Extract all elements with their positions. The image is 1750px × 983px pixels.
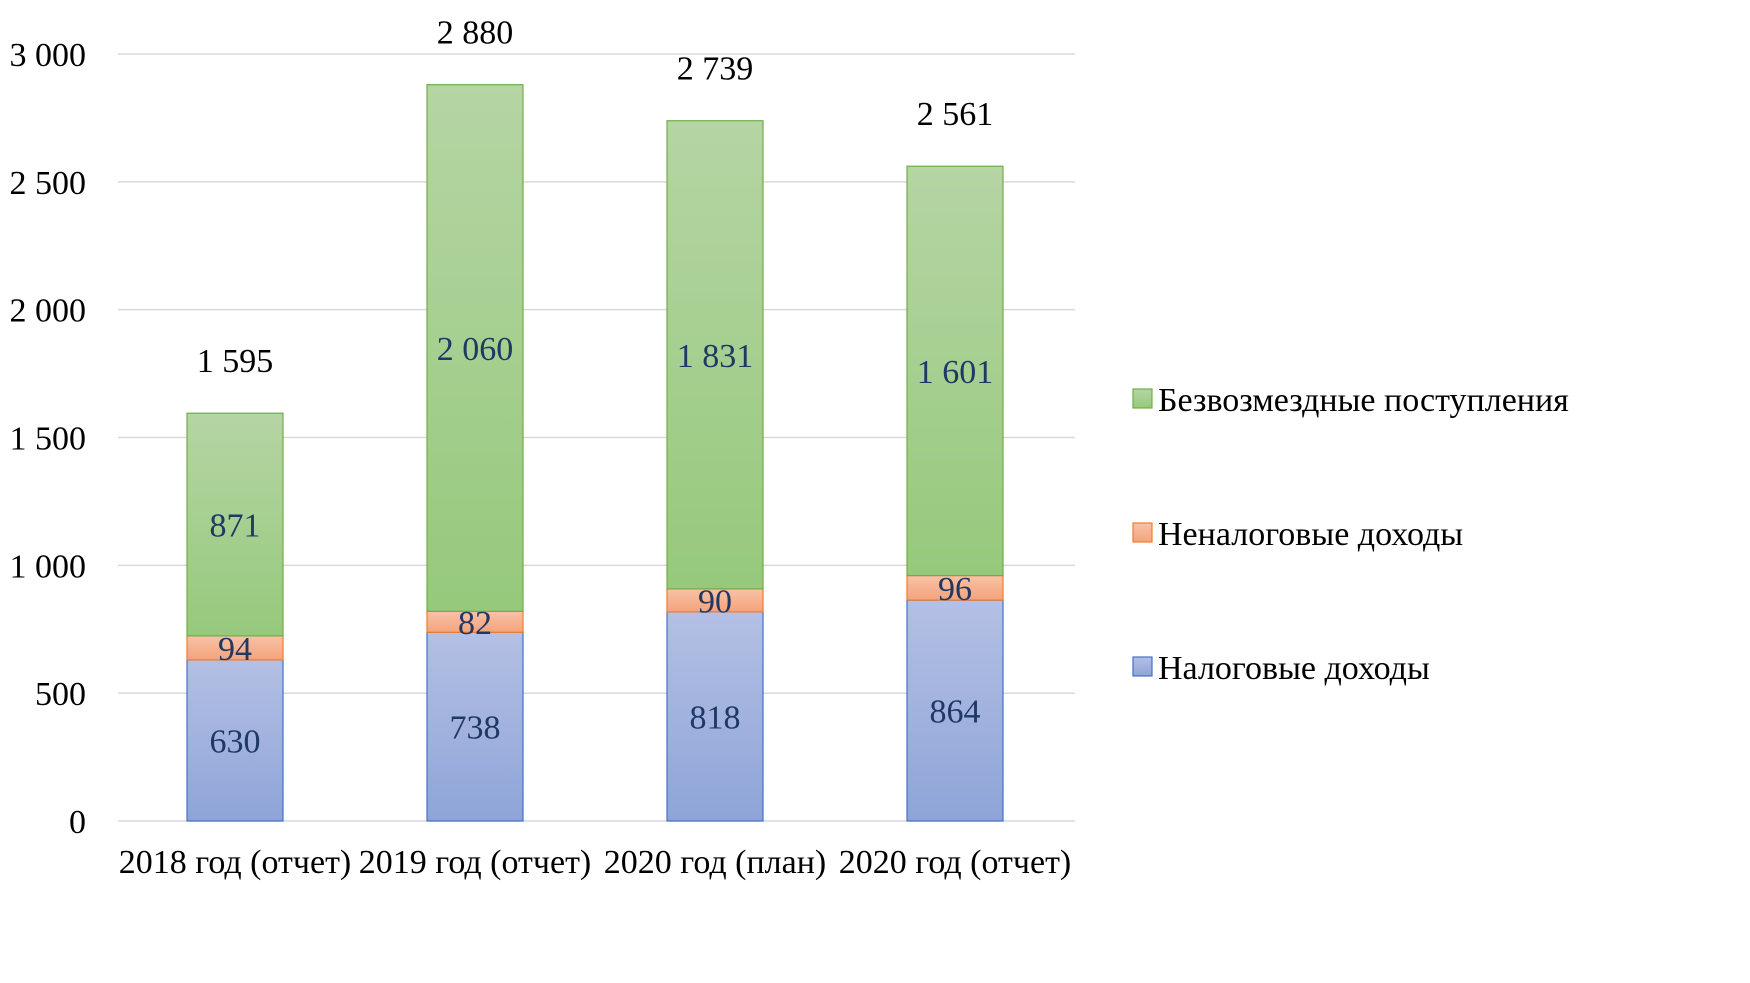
total-value-label: 1 595 [197,343,274,380]
total-value-label: 2 561 [917,96,994,133]
x-category-label: 2018 год (отчет) [119,844,352,881]
segment-value-label: 96 [938,571,972,608]
segment-value-label: 818 [690,699,741,736]
segment-value-label: 1 831 [677,338,754,375]
x-category-label: 2020 год (отчет) [839,844,1072,881]
segment-value-label: 864 [930,694,981,731]
bar-segment [426,631,524,822]
legend-label: Безвозмездные поступления [1158,382,1569,419]
x-category-label: 2020 год (план) [604,844,827,881]
y-tick-label: 2 500 [10,165,87,202]
total-value-label: 2 880 [437,15,514,52]
bars [186,84,1004,822]
bar-segment [186,635,284,661]
total-labels: 1 595 2 880 2 739 2 561 [197,15,994,381]
legend-swatch [1132,522,1153,543]
y-tick-label: 1 000 [10,548,87,585]
bar-segment [666,611,764,822]
segment-value-label: 738 [450,710,501,747]
x-category-label: 2019 год (отчет) [359,844,592,881]
segment-value-label: 90 [698,583,732,620]
bar-segment [906,574,1004,601]
y-axis-tick-labels: 0 500 1 000 1 500 2 000 2 500 3 000 [10,37,87,841]
segment-value-label: 94 [218,631,252,668]
segment-value-label: 871 [210,508,261,545]
y-tick-label: 2 000 [10,293,87,330]
segment-value-label: 1 601 [917,354,994,391]
bar-segment [186,659,284,822]
x-axis-category-labels: 2018 год (отчет) 2019 год (отчет) 2020 год… [119,844,1072,881]
bar-segment [906,165,1004,577]
legend-swatch [1132,388,1153,409]
legend: Безвозмездные поступления Неналоговые дох… [1132,382,1569,687]
legend-label: Налоговые доходы [1158,650,1430,687]
total-value-label: 2 739 [677,51,754,88]
y-tick-label: 3 000 [10,37,87,74]
bar-segment [666,120,764,590]
legend-swatch [1132,656,1153,677]
segment-value-label: 82 [458,605,492,642]
y-tick-label: 0 [69,804,86,841]
bar-segment [906,599,1004,822]
segment-value-label: 2 060 [437,331,514,368]
bar-segment [426,84,524,612]
segment-value-labels: 630 94 871 738 82 2 060 818 90 1 831 864 96 1 601 [210,331,994,760]
y-tick-label: 500 [35,676,86,713]
legend-label: Неналоговые доходы [1158,516,1463,553]
y-tick-label: 1 500 [10,421,87,458]
segment-value-label: 630 [210,723,261,760]
bar-segment [186,412,284,637]
